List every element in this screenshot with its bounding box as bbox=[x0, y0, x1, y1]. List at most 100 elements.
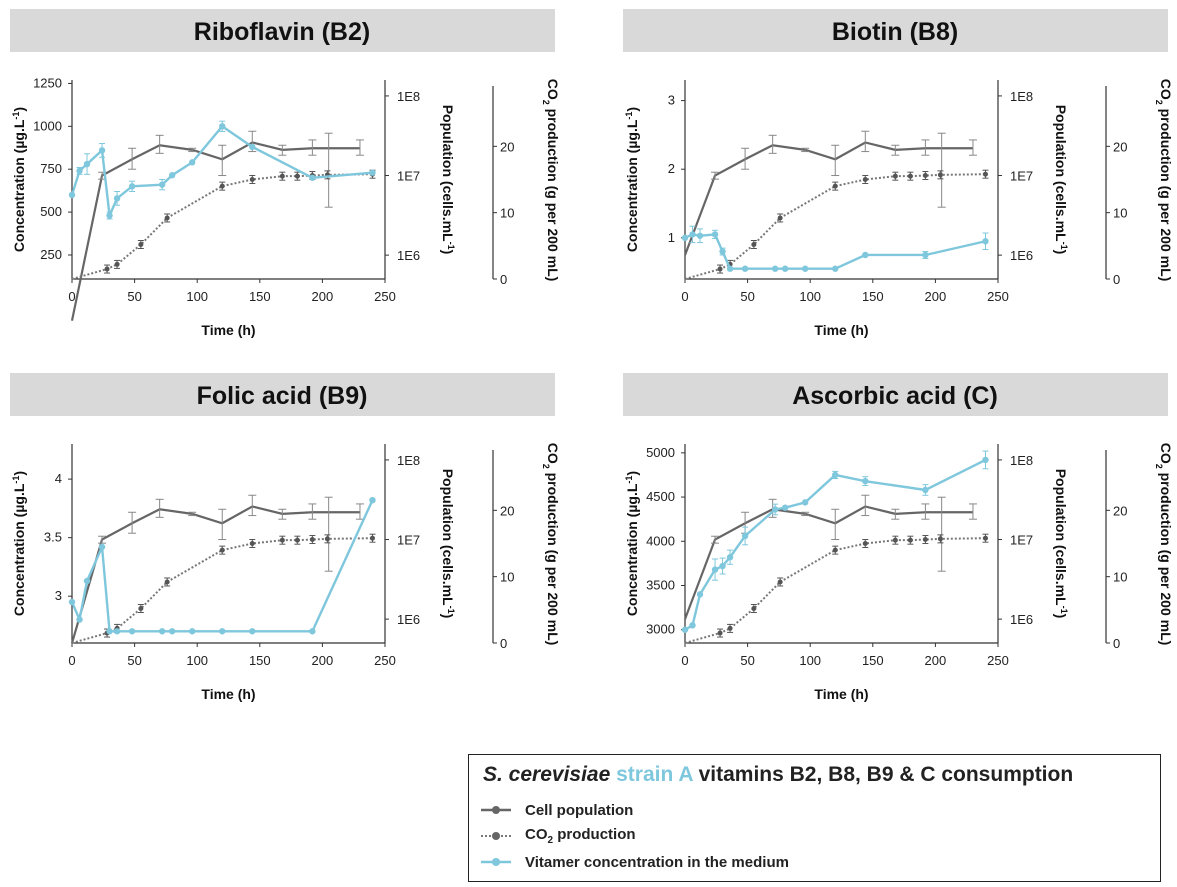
vitamer-point bbox=[68, 598, 76, 606]
x-tick-label: 200 bbox=[925, 653, 947, 668]
y-tick-label: 4500 bbox=[646, 489, 675, 504]
y-tick-label: 1 bbox=[668, 230, 675, 245]
cell-line bbox=[70, 141, 360, 321]
x-tick-label: 100 bbox=[186, 289, 208, 304]
legend-title-rest: vitamins B2, B8, B9 & C consumption bbox=[698, 763, 1074, 786]
vitamer-point bbox=[771, 506, 779, 513]
co2-point bbox=[138, 242, 144, 248]
vitamer-point bbox=[741, 265, 749, 272]
co2-point bbox=[138, 606, 144, 612]
vitamer-point bbox=[696, 591, 704, 598]
cell-line bbox=[70, 505, 360, 644]
legend-label-co2: CO2 production bbox=[525, 826, 636, 846]
vitamer-line bbox=[70, 124, 373, 221]
y-tick-label: 2 bbox=[668, 161, 675, 176]
vitamer-line bbox=[684, 458, 987, 631]
co2-point bbox=[907, 173, 913, 179]
vitamer-point bbox=[862, 251, 869, 259]
vitamer-point bbox=[76, 167, 83, 175]
chart-header bbox=[10, 9, 555, 52]
co2-tick-label: 0 bbox=[500, 636, 507, 651]
co2-tick-label: 20 bbox=[500, 503, 514, 518]
co2-tick-label: 20 bbox=[500, 139, 514, 154]
x-tick-label: 100 bbox=[799, 653, 821, 668]
co2-point bbox=[937, 172, 943, 178]
vitamer-point bbox=[76, 616, 83, 623]
population-tick-label: 1E6 bbox=[1010, 248, 1033, 263]
y-axis-label: Concentration (µg.L-1) bbox=[624, 471, 640, 616]
vitamer-point bbox=[711, 231, 719, 238]
co2-point bbox=[832, 547, 838, 553]
x-tick-label: 50 bbox=[740, 289, 754, 304]
x-axis-label: Time (h) bbox=[814, 322, 868, 338]
legend-item-vitamer: Vitamer concentration in the medium bbox=[481, 851, 789, 873]
chart-header bbox=[10, 373, 555, 416]
co2-tick-label: 20 bbox=[1113, 139, 1127, 154]
vitamer-point bbox=[801, 499, 809, 506]
co2-axis-label: CO2 production (g per 200 mL) bbox=[541, 443, 561, 646]
co2-tick-label: 10 bbox=[500, 206, 514, 221]
x-tick-label: 150 bbox=[249, 289, 271, 304]
legend-swatch-cell bbox=[481, 806, 511, 814]
y-tick-label: 750 bbox=[40, 161, 62, 176]
vitamer-point bbox=[98, 147, 106, 154]
population-tick-label: 1E7 bbox=[397, 169, 420, 184]
co2-point bbox=[279, 537, 285, 543]
vitamer-point bbox=[98, 543, 106, 551]
x-tick-label: 150 bbox=[862, 653, 884, 668]
legend-swatch-co2 bbox=[481, 832, 511, 840]
population-tick-label: 1E7 bbox=[1010, 169, 1033, 184]
co2-point bbox=[777, 215, 783, 221]
co2-axis-label: CO2 production (g per 200 mL) bbox=[1154, 443, 1174, 646]
population-axis-label: Population (cells.mL-1) bbox=[440, 105, 456, 255]
co2-tick-label: 20 bbox=[1113, 503, 1127, 518]
x-tick-label: 150 bbox=[862, 289, 884, 304]
population-axis-label: Population (cells.mL-1) bbox=[440, 469, 456, 619]
vitamer-point bbox=[83, 160, 91, 168]
co2-point bbox=[717, 266, 723, 272]
vitamer-point bbox=[771, 265, 779, 272]
y-tick-label: 3 bbox=[55, 588, 62, 603]
vitamer-point bbox=[158, 181, 166, 188]
vitamer-point bbox=[726, 554, 734, 561]
co2-tick-label: 0 bbox=[500, 272, 507, 287]
vitamer-point bbox=[982, 456, 989, 464]
co2-point bbox=[982, 171, 988, 177]
co2-point bbox=[294, 173, 300, 179]
population-tick-label: 1E6 bbox=[397, 612, 420, 627]
population-tick-label: 1E7 bbox=[1010, 533, 1033, 548]
y-axis-label: Concentration (µg.L-1) bbox=[11, 471, 27, 616]
legend-item-co2: CO2 production bbox=[481, 825, 636, 847]
vitamer-point bbox=[719, 562, 726, 570]
x-tick-label: 50 bbox=[740, 653, 754, 668]
x-axis-label: Time (h) bbox=[201, 686, 255, 702]
legend-item-cell: Cell population bbox=[481, 799, 633, 821]
vitamer-point bbox=[832, 265, 839, 272]
co2-point bbox=[832, 183, 838, 189]
co2-point bbox=[922, 537, 928, 543]
y-tick-label: 5000 bbox=[646, 445, 675, 460]
vitamer-point bbox=[689, 622, 696, 629]
y-tick-label: 3.5 bbox=[44, 530, 62, 545]
co2-point bbox=[727, 625, 733, 631]
population-tick-label: 1E7 bbox=[397, 533, 420, 548]
y-tick-label: 250 bbox=[40, 247, 62, 262]
x-tick-label: 200 bbox=[312, 289, 334, 304]
population-axis-label: Population (cells.mL-1) bbox=[1053, 105, 1069, 255]
co2-point bbox=[279, 173, 285, 179]
co2-point bbox=[249, 177, 255, 182]
population-tick-label: 1E8 bbox=[1010, 89, 1033, 104]
vitamer-point bbox=[982, 238, 989, 245]
vitamer-point bbox=[781, 504, 789, 511]
vitamer-point bbox=[168, 628, 176, 635]
x-tick-label: 50 bbox=[127, 653, 141, 668]
co2-point bbox=[219, 547, 225, 553]
vitamer-point bbox=[188, 159, 196, 166]
x-tick-label: 0 bbox=[68, 289, 75, 304]
cell-line bbox=[683, 505, 973, 620]
vitamer-point bbox=[801, 265, 809, 272]
vitamer-point bbox=[922, 486, 929, 494]
